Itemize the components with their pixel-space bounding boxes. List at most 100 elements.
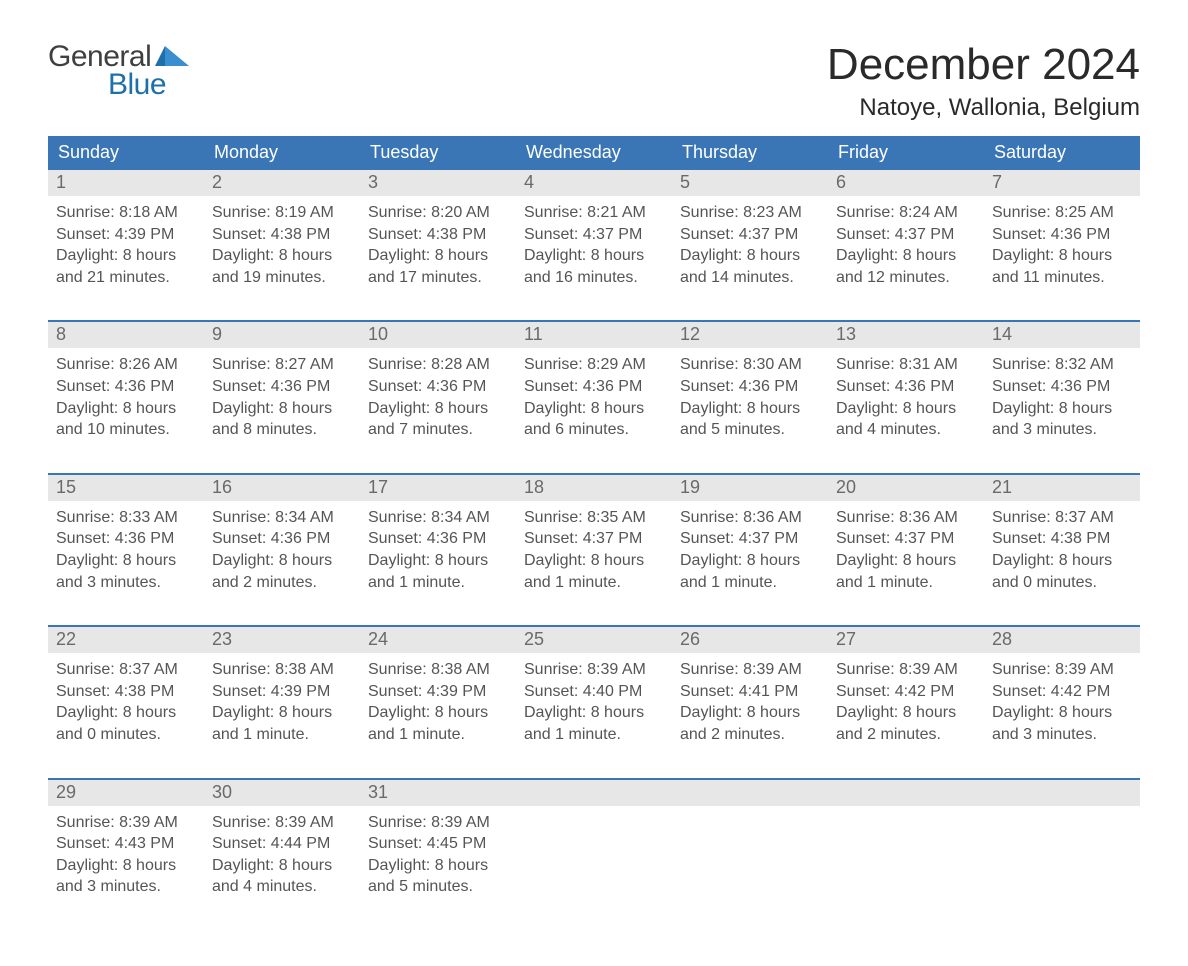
sunset-text: Sunset: 4:36 PM bbox=[992, 224, 1132, 246]
sunset-text: Sunset: 4:36 PM bbox=[836, 376, 976, 398]
daylight-text: and 3 minutes. bbox=[992, 419, 1132, 441]
daylight-text: Daylight: 8 hours bbox=[212, 702, 352, 724]
calendar-cell: Sunrise: 8:18 AMSunset: 4:39 PMDaylight:… bbox=[48, 196, 204, 296]
calendar-cell: Sunrise: 8:31 AMSunset: 4:36 PMDaylight:… bbox=[828, 348, 984, 448]
daylight-text: and 1 minute. bbox=[680, 572, 820, 594]
calendar-cell: Sunrise: 8:26 AMSunset: 4:36 PMDaylight:… bbox=[48, 348, 204, 448]
daylight-text: and 14 minutes. bbox=[680, 267, 820, 289]
calendar-cell: Sunrise: 8:39 AMSunset: 4:40 PMDaylight:… bbox=[516, 653, 672, 753]
calendar-cell bbox=[828, 806, 984, 906]
day-number: 7 bbox=[984, 170, 1140, 196]
sunset-text: Sunset: 4:36 PM bbox=[212, 376, 352, 398]
sunrise-text: Sunrise: 8:26 AM bbox=[56, 354, 196, 376]
daylight-text: Daylight: 8 hours bbox=[836, 398, 976, 420]
day-number: 4 bbox=[516, 170, 672, 196]
sunset-text: Sunset: 4:37 PM bbox=[836, 528, 976, 550]
calendar-cell: Sunrise: 8:24 AMSunset: 4:37 PMDaylight:… bbox=[828, 196, 984, 296]
daylight-text: Daylight: 8 hours bbox=[368, 702, 508, 724]
daylight-text: and 16 minutes. bbox=[524, 267, 664, 289]
daylight-text: Daylight: 8 hours bbox=[368, 245, 508, 267]
day-number: 21 bbox=[984, 475, 1140, 501]
weekday-header: Friday bbox=[828, 136, 984, 170]
sunset-text: Sunset: 4:44 PM bbox=[212, 833, 352, 855]
sunrise-text: Sunrise: 8:39 AM bbox=[524, 659, 664, 681]
calendar-cell: Sunrise: 8:35 AMSunset: 4:37 PMDaylight:… bbox=[516, 501, 672, 601]
calendar-cell: Sunrise: 8:37 AMSunset: 4:38 PMDaylight:… bbox=[48, 653, 204, 753]
calendar-cell: Sunrise: 8:39 AMSunset: 4:42 PMDaylight:… bbox=[828, 653, 984, 753]
day-number: 26 bbox=[672, 627, 828, 653]
day-number: 8 bbox=[48, 322, 204, 348]
sunrise-text: Sunrise: 8:29 AM bbox=[524, 354, 664, 376]
day-number: 28 bbox=[984, 627, 1140, 653]
sunset-text: Sunset: 4:36 PM bbox=[212, 528, 352, 550]
daylight-text: and 4 minutes. bbox=[836, 419, 976, 441]
day-number: 30 bbox=[204, 780, 360, 806]
sunrise-text: Sunrise: 8:21 AM bbox=[524, 202, 664, 224]
daylight-text: Daylight: 8 hours bbox=[56, 855, 196, 877]
calendar-cell: Sunrise: 8:34 AMSunset: 4:36 PMDaylight:… bbox=[360, 501, 516, 601]
day-number: 17 bbox=[360, 475, 516, 501]
day-number: 1 bbox=[48, 170, 204, 196]
sunrise-text: Sunrise: 8:25 AM bbox=[992, 202, 1132, 224]
daylight-text: Daylight: 8 hours bbox=[992, 398, 1132, 420]
daylight-text: and 11 minutes. bbox=[992, 267, 1132, 289]
day-number: 13 bbox=[828, 322, 984, 348]
calendar-cell: Sunrise: 8:39 AMSunset: 4:44 PMDaylight:… bbox=[204, 806, 360, 906]
daylight-text: and 3 minutes. bbox=[992, 724, 1132, 746]
sunset-text: Sunset: 4:38 PM bbox=[368, 224, 508, 246]
calendar-cell: Sunrise: 8:27 AMSunset: 4:36 PMDaylight:… bbox=[204, 348, 360, 448]
sunrise-text: Sunrise: 8:34 AM bbox=[368, 507, 508, 529]
sunset-text: Sunset: 4:36 PM bbox=[368, 528, 508, 550]
calendar-cell bbox=[516, 806, 672, 906]
daylight-text: and 2 minutes. bbox=[836, 724, 976, 746]
sunset-text: Sunset: 4:45 PM bbox=[368, 833, 508, 855]
calendar-cell: Sunrise: 8:39 AMSunset: 4:41 PMDaylight:… bbox=[672, 653, 828, 753]
weekday-header: Tuesday bbox=[360, 136, 516, 170]
daylight-text: Daylight: 8 hours bbox=[524, 398, 664, 420]
sunset-text: Sunset: 4:38 PM bbox=[212, 224, 352, 246]
calendar-week: 22232425262728Sunrise: 8:37 AMSunset: 4:… bbox=[48, 625, 1140, 753]
sunset-text: Sunset: 4:36 PM bbox=[992, 376, 1132, 398]
calendar-cell: Sunrise: 8:32 AMSunset: 4:36 PMDaylight:… bbox=[984, 348, 1140, 448]
sunset-text: Sunset: 4:39 PM bbox=[368, 681, 508, 703]
page-title: December 2024 bbox=[827, 40, 1140, 90]
sunset-text: Sunset: 4:37 PM bbox=[836, 224, 976, 246]
day-number bbox=[672, 780, 828, 806]
weekday-header-row: Sunday Monday Tuesday Wednesday Thursday… bbox=[48, 136, 1140, 170]
daylight-text: and 1 minute. bbox=[368, 572, 508, 594]
calendar-cell: Sunrise: 8:21 AMSunset: 4:37 PMDaylight:… bbox=[516, 196, 672, 296]
sunset-text: Sunset: 4:42 PM bbox=[836, 681, 976, 703]
sunrise-text: Sunrise: 8:20 AM bbox=[368, 202, 508, 224]
calendar: Sunday Monday Tuesday Wednesday Thursday… bbox=[48, 136, 1140, 906]
day-number: 20 bbox=[828, 475, 984, 501]
daylight-text: Daylight: 8 hours bbox=[680, 398, 820, 420]
sunrise-text: Sunrise: 8:39 AM bbox=[680, 659, 820, 681]
sunset-text: Sunset: 4:37 PM bbox=[524, 528, 664, 550]
daylight-text: Daylight: 8 hours bbox=[212, 398, 352, 420]
sunset-text: Sunset: 4:36 PM bbox=[524, 376, 664, 398]
daylight-text: Daylight: 8 hours bbox=[992, 550, 1132, 572]
calendar-cell: Sunrise: 8:29 AMSunset: 4:36 PMDaylight:… bbox=[516, 348, 672, 448]
weekday-header: Monday bbox=[204, 136, 360, 170]
day-number: 6 bbox=[828, 170, 984, 196]
day-number: 31 bbox=[360, 780, 516, 806]
day-number: 10 bbox=[360, 322, 516, 348]
sunrise-text: Sunrise: 8:19 AM bbox=[212, 202, 352, 224]
day-number: 2 bbox=[204, 170, 360, 196]
daylight-text: Daylight: 8 hours bbox=[992, 702, 1132, 724]
calendar-cell: Sunrise: 8:38 AMSunset: 4:39 PMDaylight:… bbox=[360, 653, 516, 753]
sunrise-text: Sunrise: 8:33 AM bbox=[56, 507, 196, 529]
day-number: 12 bbox=[672, 322, 828, 348]
daylight-text: and 10 minutes. bbox=[56, 419, 196, 441]
sunset-text: Sunset: 4:36 PM bbox=[56, 376, 196, 398]
sunset-text: Sunset: 4:36 PM bbox=[368, 376, 508, 398]
daylight-text: and 5 minutes. bbox=[368, 876, 508, 898]
calendar-cell: Sunrise: 8:34 AMSunset: 4:36 PMDaylight:… bbox=[204, 501, 360, 601]
day-number: 22 bbox=[48, 627, 204, 653]
day-number-row: 891011121314 bbox=[48, 322, 1140, 348]
weekday-header: Saturday bbox=[984, 136, 1140, 170]
sunrise-text: Sunrise: 8:31 AM bbox=[836, 354, 976, 376]
daylight-text: Daylight: 8 hours bbox=[368, 550, 508, 572]
day-number: 24 bbox=[360, 627, 516, 653]
logo: General Blue bbox=[48, 40, 189, 102]
